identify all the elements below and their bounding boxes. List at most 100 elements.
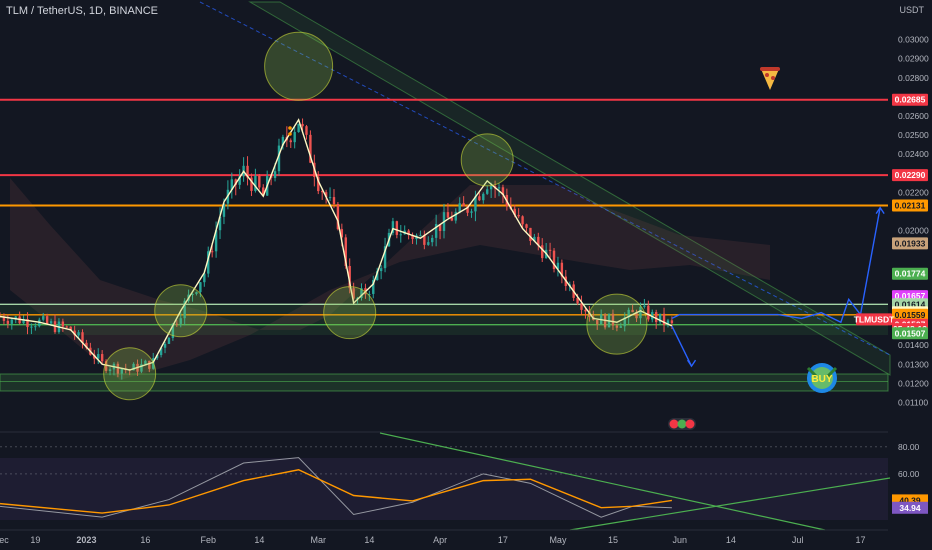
candle-body (207, 251, 210, 274)
time-axis-label: 15 (608, 535, 618, 545)
rsi-ma-line (0, 469, 672, 514)
rsi-line (0, 457, 672, 518)
candle-body (77, 332, 80, 336)
candle-body (262, 187, 265, 196)
price-axis-label: 0.02400 (898, 149, 929, 159)
candle-body (372, 280, 375, 294)
candle-body (38, 319, 41, 327)
candle-body (623, 317, 626, 327)
cloud-band (10, 178, 770, 380)
candle-body (643, 305, 646, 307)
candle-body (175, 323, 179, 325)
price-tag-label: 0.02290 (895, 170, 926, 180)
price-tag-label: 0.01559 (895, 310, 926, 320)
candle-body (627, 309, 630, 318)
price-tag (892, 308, 928, 321)
candle-body (108, 369, 112, 371)
candle-body (376, 271, 379, 281)
price-tag-label: 0.01657 (895, 291, 926, 301)
time-axis-label: Mar (311, 535, 327, 545)
candle-body (120, 369, 124, 374)
price-axis-label: 0.02500 (898, 130, 929, 140)
currency-label: USDT (899, 5, 925, 15)
candle-body (576, 297, 579, 304)
candle-body (218, 216, 222, 231)
highlight-circle[interactable] (154, 284, 208, 338)
price-axis-label: 0.01300 (898, 359, 929, 369)
candle-body (344, 237, 347, 266)
candle-body (104, 361, 108, 371)
price-axis-label: 0.02600 (898, 111, 929, 121)
candle-body (65, 326, 68, 328)
price-tag (856, 313, 892, 326)
candle-body (45, 316, 49, 324)
candle-body (611, 313, 615, 326)
candle-body (210, 251, 214, 253)
candle-body (407, 230, 410, 235)
candle-body (489, 186, 493, 190)
candle-body (324, 192, 328, 198)
candle-body (203, 273, 206, 283)
candle-body (438, 223, 442, 232)
candle-body (171, 323, 175, 338)
time-axis-label: 2023 (76, 535, 96, 545)
candle-body (411, 234, 414, 240)
highlight-circle[interactable] (460, 133, 514, 187)
candle-body (289, 140, 292, 143)
price-axis-label: 0.03000 (898, 35, 929, 45)
candle-body (497, 187, 501, 189)
price-tag-label: 0.02131 (895, 201, 926, 211)
candle-body (647, 305, 650, 320)
highlight-circle[interactable] (103, 347, 157, 401)
time-axis-label: 14 (726, 535, 736, 545)
event-dots (288, 126, 292, 136)
candle-body (69, 326, 72, 331)
candle-body (596, 319, 599, 325)
highlight-circle[interactable] (264, 31, 334, 101)
candle-body (2, 316, 6, 321)
candle-body (427, 242, 430, 245)
trend-channel[interactable] (199, 1, 891, 376)
price-axis-label: 0.01400 (898, 340, 929, 350)
candle-body (423, 235, 426, 245)
buy-badge-icon: BUY (806, 363, 838, 393)
time-axis-label: Jul (792, 535, 804, 545)
price-tag (892, 93, 928, 106)
candle-body (250, 177, 253, 191)
highlight-circle[interactable] (586, 293, 648, 355)
time-axis-label: Feb (200, 535, 216, 545)
candle-body (73, 330, 76, 336)
indicator-toggle-icon[interactable] (668, 418, 696, 430)
candle-body (395, 221, 399, 235)
candle-body (548, 249, 552, 251)
rsi-trendlines[interactable] (379, 432, 891, 531)
candle-body (352, 288, 355, 299)
candle-body (552, 250, 556, 270)
candle-body (368, 293, 371, 295)
candle-body (328, 197, 332, 199)
candle-body (639, 306, 642, 319)
price-tag (892, 237, 928, 250)
candle-body (301, 123, 304, 127)
projection-down[interactable] (671, 325, 693, 367)
rsi-axis-label: 60.00 (898, 469, 920, 479)
highlight-circle[interactable] (323, 286, 377, 340)
candle-body (662, 313, 666, 325)
zones (0, 304, 889, 520)
time-axis-label: 14 (364, 535, 374, 545)
candle-body (391, 221, 395, 233)
buy-badge-label: BUY (811, 374, 832, 385)
candle-body (214, 230, 218, 252)
candle-body (148, 360, 151, 369)
projection-path[interactable] (671, 207, 881, 324)
candle-body (399, 234, 402, 236)
candle-body (183, 300, 186, 319)
candle-body (309, 134, 312, 163)
projection-arrowhead (686, 359, 697, 368)
candle-body (81, 332, 84, 343)
candle-body (556, 262, 560, 270)
candle-body (631, 309, 634, 313)
rsi-axis-label: 80.00 (898, 442, 920, 452)
time-axis-label: ec (0, 535, 9, 545)
